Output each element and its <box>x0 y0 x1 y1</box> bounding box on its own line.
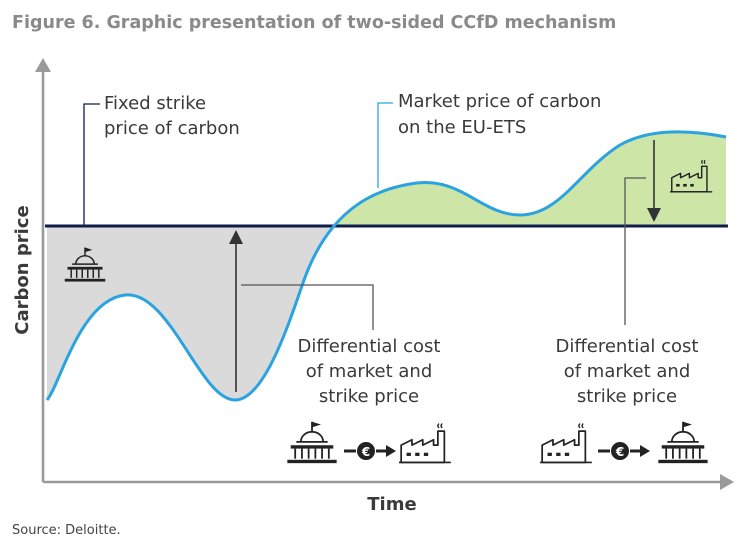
strike-label-line1: Fixed strike <box>104 93 206 114</box>
diff-left-label-line3: strike price <box>319 386 419 407</box>
y-axis-arrow <box>35 58 51 72</box>
government-building-icon <box>286 420 338 465</box>
market-price-curve <box>45 130 727 402</box>
euro-coin-icon <box>357 442 375 460</box>
strike-label-line2: price of carbon <box>104 118 240 139</box>
payment-flow-industry-to-government: € <box>540 420 709 465</box>
payment-flow-government-to-industry: € <box>286 420 452 465</box>
market-label-line2: on the EU-ETS <box>398 117 526 138</box>
euro-symbol-glyph: € <box>615 445 624 459</box>
diff-right-label-line3: strike price <box>577 386 677 407</box>
diff-right-label-line2: of market and <box>564 361 691 382</box>
market-leader-line <box>377 102 393 188</box>
euro-coin-icon <box>611 442 629 460</box>
down-arrow-head <box>647 208 661 222</box>
strike-leader-line <box>83 103 100 226</box>
x-axis-arrow <box>720 474 734 490</box>
diff-left-label-line1: Differential cost <box>298 336 441 357</box>
diff-right-label-line1: Differential cost <box>556 336 699 357</box>
arrow-right-icon <box>640 445 650 457</box>
diff-left-leader-line <box>241 284 374 330</box>
arrow-right-icon <box>386 445 396 457</box>
diff-left-label-line2: of market and <box>306 361 433 382</box>
figure-title: Figure 6. Graphic presentation of two-si… <box>12 13 617 33</box>
factory-icon <box>540 422 593 464</box>
factory-icon <box>399 422 452 464</box>
diff-right-leader-line <box>624 177 646 325</box>
government-building-icon <box>657 420 709 465</box>
source-note: Source: Deloitte. <box>12 523 121 538</box>
y-axis-label: Carbon price <box>12 205 33 334</box>
industry-pays-area <box>334 131 726 226</box>
market-label-line1: Market price of carbon <box>398 91 601 112</box>
government-pays-area <box>47 226 334 400</box>
x-axis-label: Time <box>367 494 416 515</box>
euro-symbol-glyph: € <box>361 445 370 459</box>
up-arrow-head <box>229 230 243 244</box>
